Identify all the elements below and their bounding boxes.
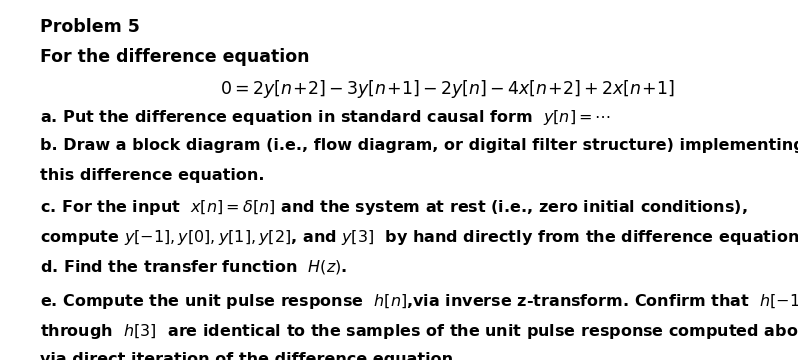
Text: e. Compute the unit pulse response  $h[n]$,via inverse z-transform. Confirm that: e. Compute the unit pulse response $h[n]…: [40, 292, 798, 311]
Text: For the difference equation: For the difference equation: [40, 48, 310, 66]
Text: c. For the input  $x[n]=\delta[n]$ and the system at rest (i.e., zero initial co: c. For the input $x[n]=\delta[n]$ and th…: [40, 198, 748, 217]
Text: $0=2y[n\!+\!2]-3y[n\!+\!1]-2y[n]-4x[n\!+\!2]+2x[n\!+\!1]$: $0=2y[n\!+\!2]-3y[n\!+\!1]-2y[n]-4x[n\!+…: [220, 78, 675, 100]
Text: compute $y[-1], y[0], y[1], y[2]$, and $y[3]$  by hand directly from the differe: compute $y[-1], y[0], y[1], y[2]$, and $…: [40, 228, 798, 247]
Text: through  $h[3]$  are identical to the samples of the unit pulse response compute: through $h[3]$ are identical to the samp…: [40, 322, 798, 341]
Text: via direct iteration of the difference equation.: via direct iteration of the difference e…: [40, 352, 460, 360]
Text: Problem 5: Problem 5: [40, 18, 140, 36]
Text: d. Find the transfer function  $H(z)$.: d. Find the transfer function $H(z)$.: [40, 258, 347, 276]
Text: b. Draw a block diagram (i.e., flow diagram, or digital filter structure) implem: b. Draw a block diagram (i.e., flow diag…: [40, 138, 798, 153]
Text: this difference equation.: this difference equation.: [40, 168, 264, 183]
Text: a. Put the difference equation in standard causal form  $y[n]=\cdots$: a. Put the difference equation in standa…: [40, 108, 611, 127]
